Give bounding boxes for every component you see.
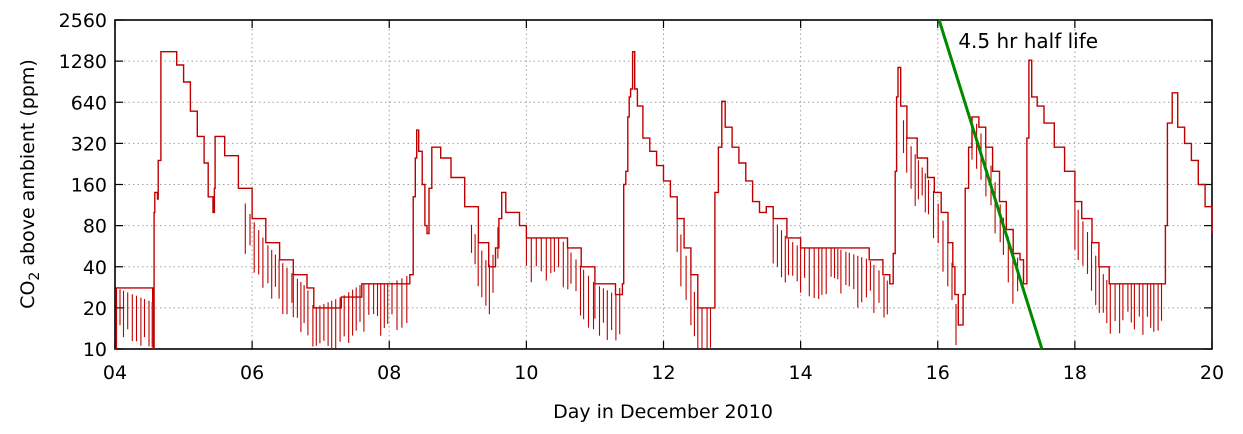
x-tick-label: 10 xyxy=(514,362,538,384)
y-tick-label: 320 xyxy=(71,133,107,155)
x-tick-label: 12 xyxy=(651,362,675,384)
y-tick-label: 80 xyxy=(83,216,107,238)
axis-ticks xyxy=(114,19,1213,350)
y-tick-labels: 10 20 40 80 160 320 640 1280 2560 xyxy=(59,10,107,361)
x-tick-label: 08 xyxy=(377,362,401,384)
y-tick-label: 10 xyxy=(83,339,107,361)
x-tick-label: 14 xyxy=(789,362,813,384)
half-life-annotation: 4.5 hr half life xyxy=(958,29,1098,53)
y-axis-label-main: CO xyxy=(17,281,39,309)
x-tick-label: 16 xyxy=(926,362,950,384)
x-tick-label: 04 xyxy=(103,362,127,384)
x-tick-label: 06 xyxy=(240,362,264,384)
x-axis-label: Day in December 2010 xyxy=(553,401,773,423)
y-axis-label-rest: above ambient (ppm) xyxy=(17,59,39,272)
y-tick-label: 1280 xyxy=(59,51,107,73)
series-line-0 xyxy=(115,51,1213,350)
x-tick-labels: 04 06 08 10 12 14 16 18 20 xyxy=(103,362,1224,384)
y-tick-label: 640 xyxy=(71,92,107,114)
series-quantization-noise-0 xyxy=(119,116,1163,349)
y-tick-label: 20 xyxy=(83,298,107,320)
y-tick-label: 2560 xyxy=(59,10,107,32)
grid-lines xyxy=(115,20,1212,349)
y-tick-label: 40 xyxy=(83,257,107,279)
y-tick-label: 160 xyxy=(71,175,107,197)
series-layer xyxy=(115,51,1213,350)
x-tick-label: 20 xyxy=(1200,362,1224,384)
y-axis-label: CO2 above ambient (ppm) xyxy=(17,59,43,309)
half-life-fit-line xyxy=(937,19,1044,350)
y-axis-label-subscript: 2 xyxy=(27,272,43,281)
x-tick-label: 18 xyxy=(1063,362,1087,384)
